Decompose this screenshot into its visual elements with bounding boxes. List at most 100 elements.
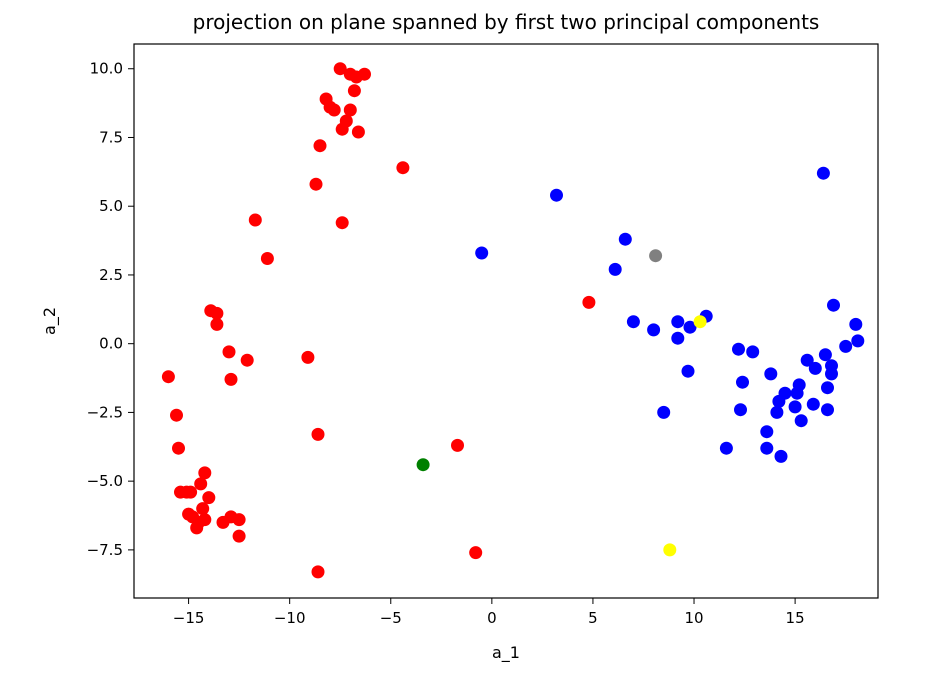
scatter-point-s0-18 bbox=[582, 295, 596, 309]
scatter-point-s1-16 bbox=[839, 339, 853, 353]
scatter-point-s1-21 bbox=[825, 367, 838, 381]
x-tick-label: 10 bbox=[684, 609, 703, 627]
y-axis: −7.5 −5.0 −2.5 0.0 2.5 5.0 7.5 10.0 bbox=[87, 60, 134, 559]
scatter-point-s1-18 bbox=[800, 353, 814, 367]
scatter-point-s1-12 bbox=[671, 331, 685, 345]
scatter-point-s3-0 bbox=[693, 315, 707, 329]
scatter-point-s1-37 bbox=[760, 425, 774, 439]
points-layer bbox=[161, 62, 865, 579]
y-tick-label: 2.5 bbox=[99, 266, 123, 284]
scatter-point-s1-13 bbox=[851, 334, 865, 348]
x-axis: −15 −10 −5 0 5 10 15 bbox=[173, 598, 805, 627]
scatter-point-s0-16 bbox=[335, 216, 349, 230]
x-tick-label: −5 bbox=[380, 609, 402, 627]
chart-title: projection on plane spanned by first two… bbox=[193, 10, 820, 34]
scatter-point-s0-42 bbox=[232, 513, 246, 527]
scatter-point-s0-14 bbox=[309, 177, 323, 191]
scatter-point-s0-0 bbox=[333, 62, 347, 76]
scatter-point-s1-38 bbox=[719, 441, 733, 455]
scatter-point-s0-11 bbox=[351, 125, 365, 139]
y-tick-label: 7.5 bbox=[99, 128, 123, 146]
y-tick-label: 5.0 bbox=[99, 197, 123, 215]
x-tick-label: −15 bbox=[173, 609, 205, 627]
scatter-point-s0-36 bbox=[202, 491, 216, 505]
scatter-point-s1-33 bbox=[734, 403, 747, 417]
plot-frame bbox=[133, 43, 879, 599]
scatter-point-s1-8 bbox=[671, 315, 685, 329]
scatter-point-s0-37 bbox=[196, 502, 210, 516]
scatter-point-s1-10 bbox=[647, 323, 661, 337]
scatter-point-s1-24 bbox=[736, 375, 749, 389]
scatter-point-s0-25 bbox=[161, 370, 175, 384]
scatter-point-s1-22 bbox=[764, 367, 778, 381]
scatter-point-s0-30 bbox=[451, 438, 464, 452]
scatter-point-s1-3 bbox=[475, 246, 489, 260]
scatter-point-s0-12 bbox=[313, 139, 327, 153]
scatter-point-s0-46 bbox=[232, 529, 246, 543]
scatter-point-s1-17 bbox=[818, 348, 832, 362]
scatter-point-s1-0 bbox=[816, 166, 830, 180]
scatter-point-s0-35 bbox=[184, 485, 198, 499]
y-tick-label: −2.5 bbox=[87, 403, 123, 421]
scatter-point-s1-11 bbox=[683, 320, 697, 334]
scatter-point-s1-28 bbox=[790, 386, 804, 400]
scatter-point-s1-1 bbox=[550, 188, 563, 202]
scatter-point-s0-21 bbox=[210, 317, 224, 331]
scatter-point-s3-1 bbox=[663, 543, 677, 557]
scatter-point-s0-3 bbox=[358, 67, 371, 81]
scatter-point-s0-10 bbox=[335, 122, 349, 136]
scatter-point-s0-22 bbox=[222, 345, 236, 359]
scatter-point-s0-15 bbox=[248, 213, 262, 227]
scatter-point-s1-26 bbox=[821, 381, 834, 395]
y-tick-label: 10.0 bbox=[90, 60, 123, 78]
plot-area bbox=[134, 44, 878, 598]
x-tick-label: 15 bbox=[786, 609, 805, 627]
scatter-point-s0-8 bbox=[343, 103, 357, 117]
scatter-point-s1-14 bbox=[732, 342, 745, 356]
scatter-point-s0-27 bbox=[170, 408, 183, 422]
scatter-point-s0-47 bbox=[469, 546, 483, 560]
y-tick-label: −7.5 bbox=[87, 541, 123, 559]
scatter-point-s1-40 bbox=[774, 449, 788, 463]
scatter-point-s0-23 bbox=[301, 350, 315, 364]
scatter-point-s0-45 bbox=[190, 521, 204, 535]
scatter-point-s0-48 bbox=[311, 565, 325, 579]
y-tick-label: −5.0 bbox=[87, 472, 123, 490]
scatter-point-s0-7 bbox=[327, 103, 341, 117]
scatter-point-s1-39 bbox=[760, 441, 774, 455]
scatter-point-s1-35 bbox=[821, 403, 834, 417]
scatter-point-s1-34 bbox=[770, 405, 784, 419]
scatter-point-s1-4 bbox=[608, 262, 622, 276]
x-tick-label: 0 bbox=[487, 609, 497, 627]
scatter-point-s0-20 bbox=[210, 306, 224, 320]
scatter-point-s1-7 bbox=[626, 315, 640, 329]
scatter-point-s1-19 bbox=[808, 361, 822, 375]
scatter-point-s0-24 bbox=[240, 353, 254, 367]
y-tick-label: 0.0 bbox=[99, 335, 123, 353]
x-tick-label: −10 bbox=[274, 609, 306, 627]
scatter-point-s1-32 bbox=[657, 405, 671, 419]
scatter-point-s1-36 bbox=[794, 414, 808, 428]
scatter-point-s0-26 bbox=[224, 372, 238, 386]
scatter-point-s1-23 bbox=[681, 364, 695, 378]
scatter-point-s2-0 bbox=[649, 249, 663, 263]
scatter-point-s4-0 bbox=[416, 458, 430, 472]
y-axis-label: a_2 bbox=[40, 307, 60, 335]
scatter-point-s0-5 bbox=[347, 84, 361, 98]
scatter-point-s0-44 bbox=[216, 515, 230, 529]
scatter-point-s1-5 bbox=[827, 298, 840, 312]
scatter-point-s1-2 bbox=[618, 232, 632, 246]
scatter-point-s0-13 bbox=[396, 161, 410, 175]
scatter-point-s1-30 bbox=[788, 400, 802, 414]
scatter-point-s0-17 bbox=[260, 252, 274, 265]
scatter-point-s0-31 bbox=[198, 466, 212, 480]
scatter-point-s1-31 bbox=[806, 397, 820, 411]
scatter-point-s1-29 bbox=[772, 394, 786, 408]
x-axis-label: a_1 bbox=[492, 643, 520, 663]
scatter-point-s1-15 bbox=[746, 345, 760, 359]
scatter-point-s0-29 bbox=[172, 441, 185, 455]
scatter-point-s0-28 bbox=[311, 427, 325, 441]
scatter-point-s1-9 bbox=[849, 317, 863, 331]
x-tick-label: 5 bbox=[588, 609, 598, 627]
